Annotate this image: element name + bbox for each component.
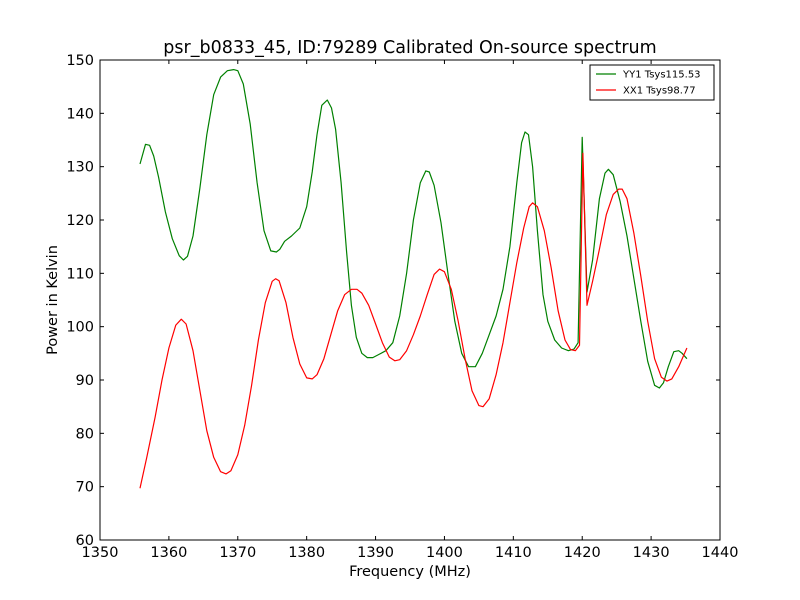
legend-box (589, 64, 715, 101)
plot-area (99, 59, 721, 541)
series-line-2 (139, 152, 688, 489)
x-tick-label: 1440 (702, 545, 739, 561)
y-tick-label: 150 (66, 53, 94, 69)
x-tick-label: 1380 (288, 545, 325, 561)
series-lines (139, 68, 688, 489)
x-tick-label: 1360 (150, 545, 187, 561)
x-tick-label: 1410 (495, 545, 532, 561)
y-tick-label: 80 (76, 426, 94, 442)
chart-title: psr_b0833_45, ID:79289 Calibrated On-sou… (163, 38, 656, 58)
y-tick-label: 70 (76, 480, 94, 496)
x-tick-label: 1350 (82, 545, 119, 561)
y-tick-label: 60 (76, 533, 94, 549)
x-axis-ticks: 1350 1360 1370 1380 1390 1400 1410 1420 1430 1440 (82, 60, 739, 561)
y-axis-label: Power in Kelvin (45, 245, 61, 355)
y-tick-label: 110 (66, 266, 94, 282)
x-tick-label: 1430 (633, 545, 670, 561)
y-tick-label: 100 (66, 320, 94, 336)
plot-frame (99, 59, 721, 541)
x-tick-label: 1420 (564, 545, 601, 561)
legend-label-2: XX1 Tsys98.77 (623, 86, 696, 97)
y-tick-label: 120 (66, 213, 94, 229)
x-axis-label: Frequency (MHz) (349, 564, 471, 580)
x-tick-label: 1390 (357, 545, 394, 561)
y-tick-label: 90 (76, 373, 94, 389)
y-tick-label: 130 (66, 160, 94, 176)
legend-label-1: YY1 Tsys115.53 (622, 70, 701, 81)
y-tick-label: 140 (66, 106, 94, 122)
x-tick-label: 1400 (426, 545, 463, 561)
y-axis-ticks: 60 70 80 90 100 110 120 130 140 150 (66, 53, 720, 549)
x-tick-label: 1370 (219, 545, 256, 561)
series-line-1 (139, 68, 688, 389)
legend: YY1 Tsys115.53 XX1 Tsys98.77 (589, 64, 715, 101)
